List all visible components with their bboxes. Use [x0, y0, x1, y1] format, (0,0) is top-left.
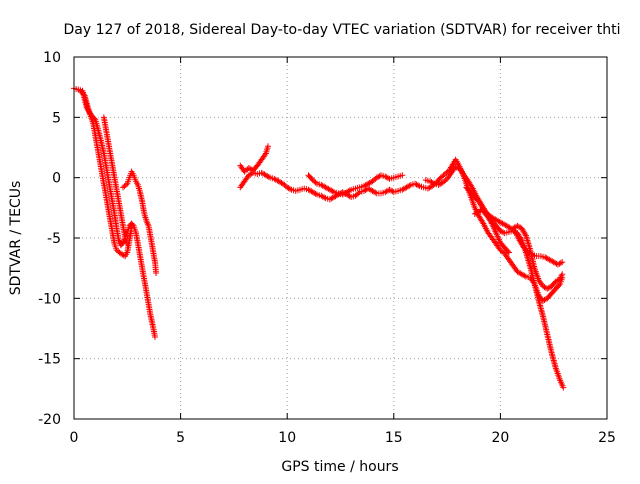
series-track-a — [71, 85, 159, 340]
data-point-markers — [120, 168, 160, 276]
data-point-markers — [71, 85, 159, 340]
x-tick-label: 15 — [385, 430, 403, 446]
data-point-markers — [77, 87, 135, 260]
x-tick-label: 0 — [70, 430, 79, 446]
chart-title: Day 127 of 2018, Sidereal Day-to-day VTE… — [64, 22, 621, 38]
data-series — [71, 85, 567, 391]
x-tick-label: 25 — [598, 430, 616, 446]
x-tick-label: 10 — [278, 430, 296, 446]
y-tick-label: -5 — [47, 231, 61, 247]
data-point-markers — [471, 206, 495, 222]
x-axis-label: GPS time / hours — [281, 459, 398, 475]
series-track-e — [237, 143, 272, 175]
data-point-markers — [510, 222, 566, 292]
series-track-g — [305, 172, 406, 198]
series-track-d — [100, 114, 131, 248]
series-track-l — [471, 206, 495, 222]
data-point-markers — [100, 114, 131, 248]
series-track-b — [77, 87, 135, 260]
y-tick-label: 10 — [43, 50, 61, 66]
y-tick-label: 5 — [52, 110, 61, 126]
y-axis-label: SDTVAR / TECUs — [8, 181, 24, 296]
data-point-markers — [305, 172, 406, 198]
series-track-c — [120, 168, 160, 276]
series-track-j — [510, 222, 566, 292]
y-tick-label: -20 — [38, 412, 61, 428]
data-point-markers — [422, 163, 566, 268]
data-point-markers — [463, 184, 512, 256]
y-tick-label: -10 — [38, 291, 61, 307]
data-point-markers — [237, 143, 272, 175]
y-tick-label: -15 — [38, 352, 61, 368]
series-track-h — [422, 163, 566, 268]
x-tick-label: 5 — [176, 430, 185, 446]
series-track-k — [463, 184, 512, 256]
x-tick-label: 20 — [491, 430, 509, 446]
ticks: 0 5 10 15 20 25 -20 -15 -10 -5 0 5 10 — [38, 50, 616, 446]
y-tick-label: 0 — [52, 171, 61, 187]
